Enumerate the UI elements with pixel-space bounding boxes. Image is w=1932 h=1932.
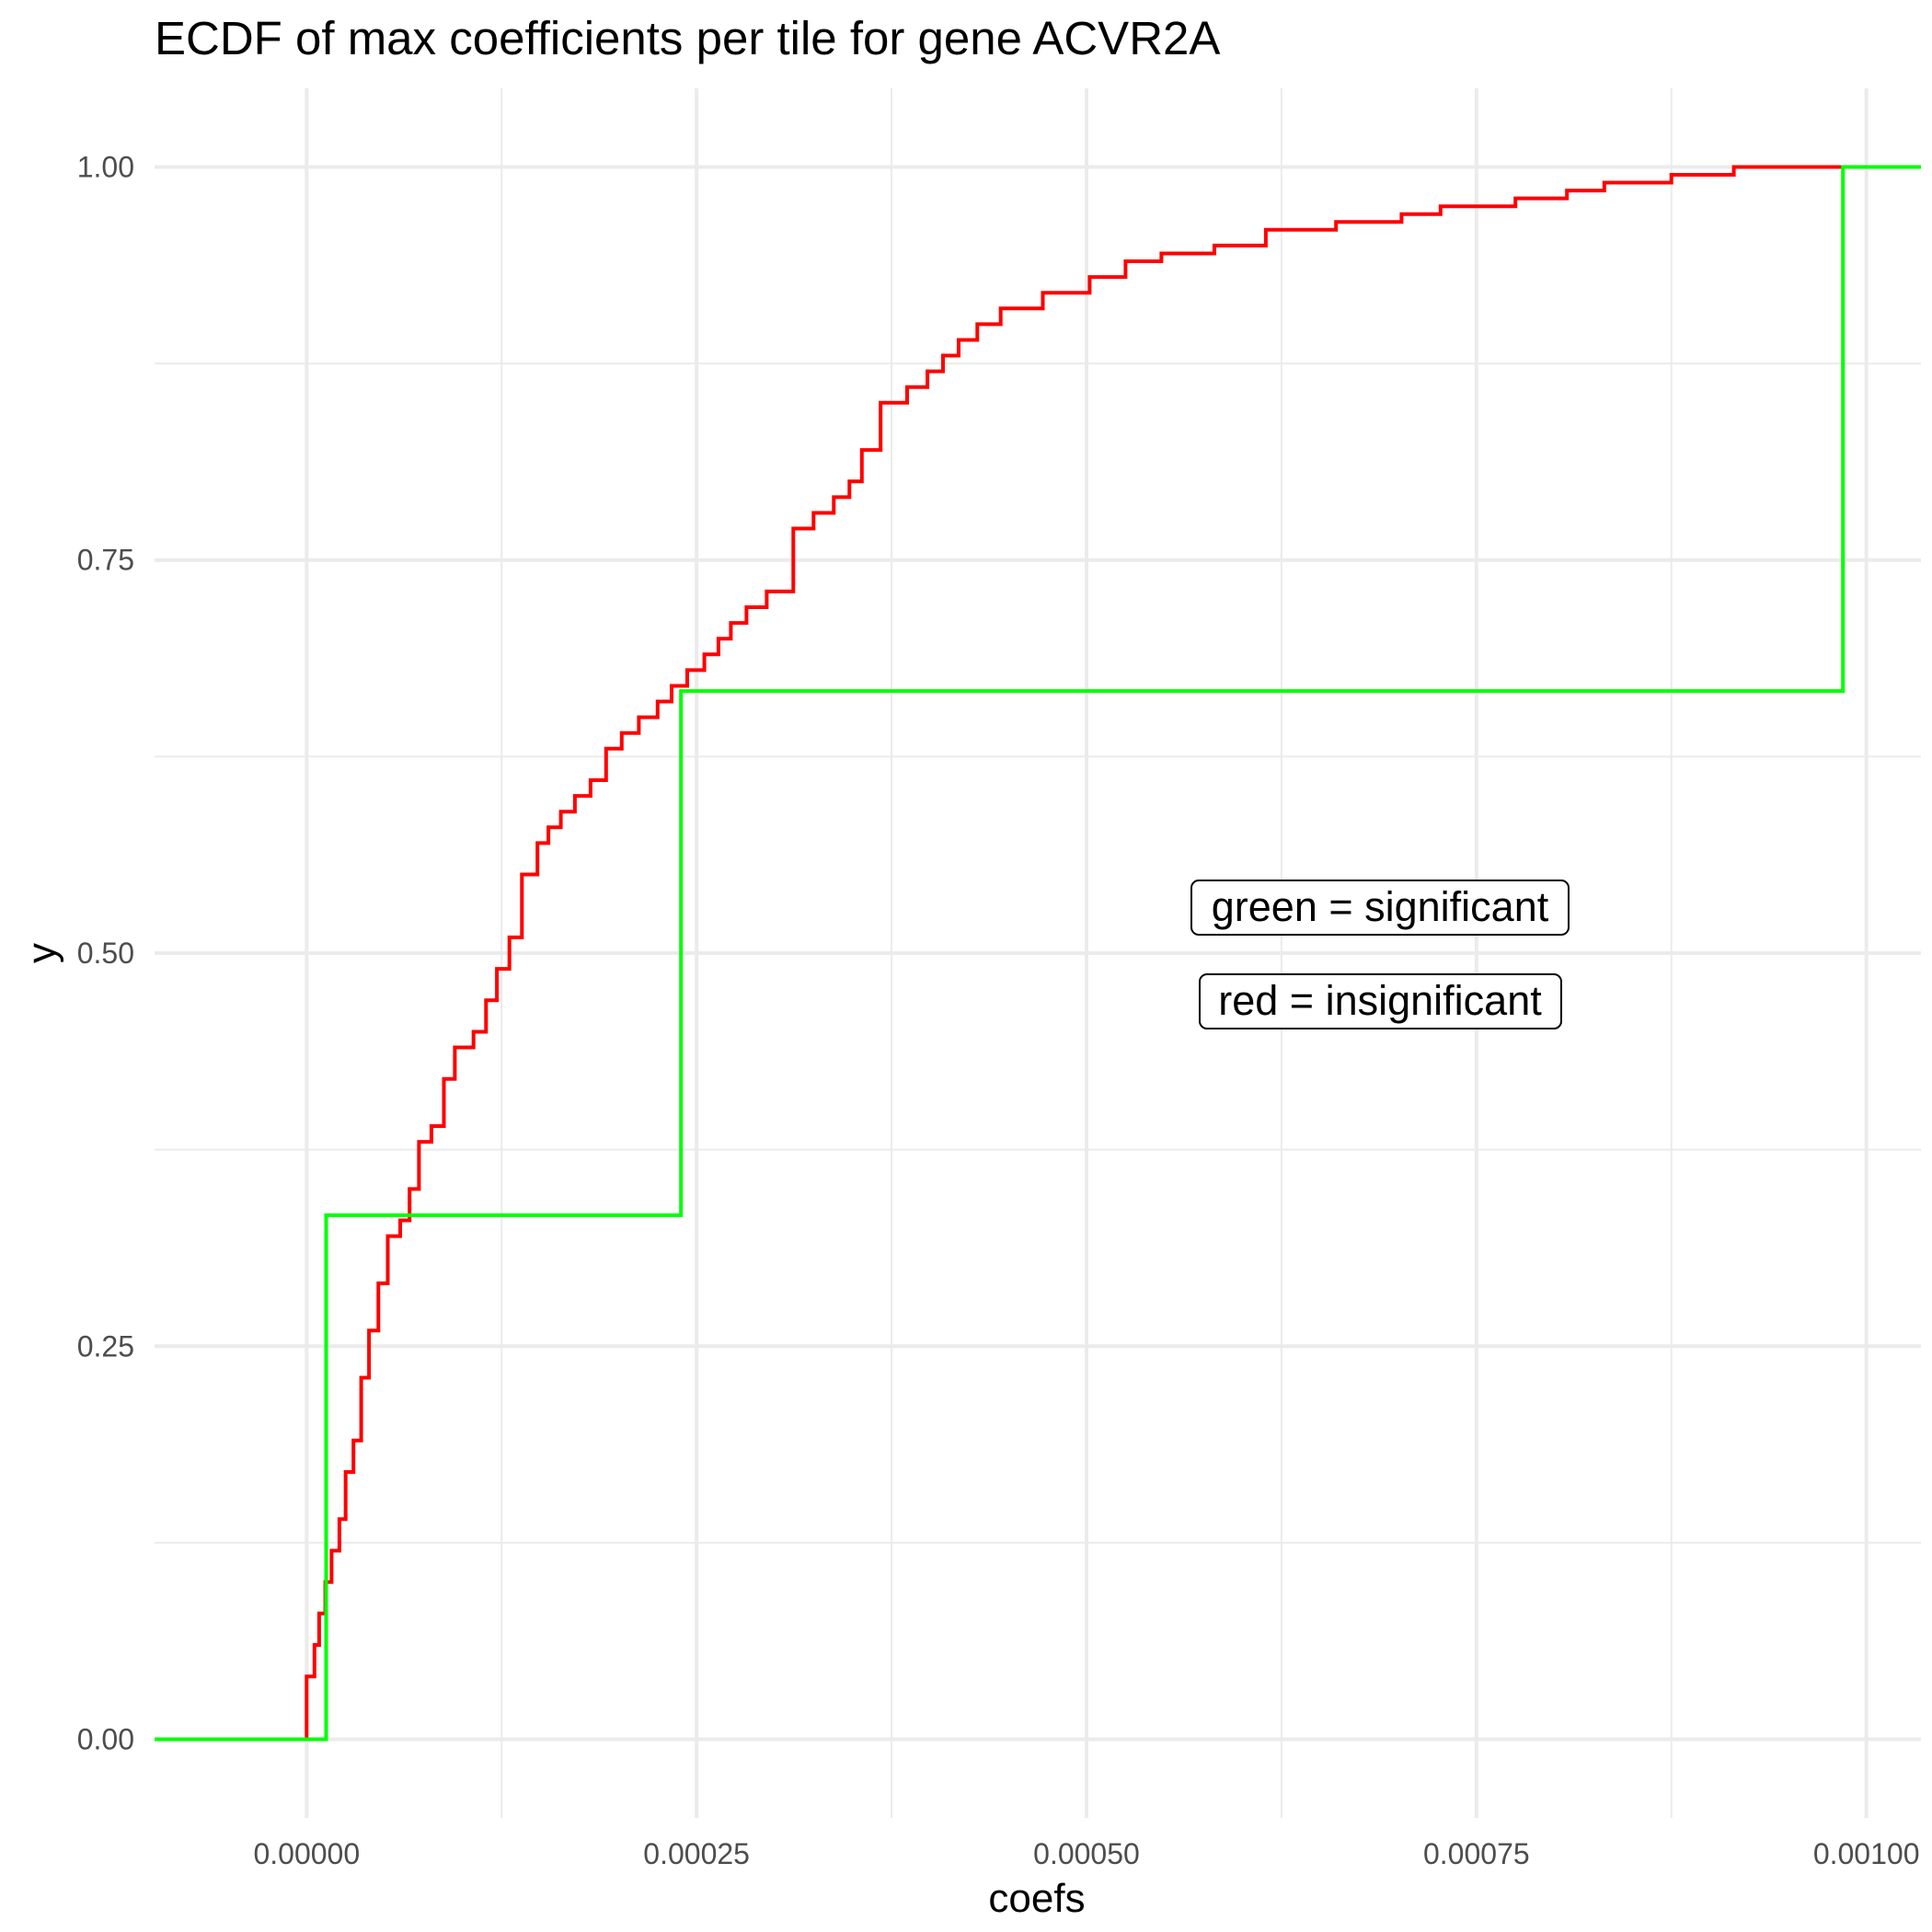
insignificant-ecdf-line (155, 165, 1921, 1742)
y-axis-ticks: 0.00 0.25 0.50 0.75 1.00 (77, 150, 134, 1755)
x-tick-label: 0.00075 (1423, 1837, 1530, 1870)
x-tick-label: 0.00050 (1033, 1837, 1140, 1870)
annotation-significant: green = significant (1190, 880, 1570, 936)
y-tick-label: 0.50 (77, 937, 134, 970)
x-tick-label: 0.00000 (253, 1837, 360, 1870)
y-tick-label: 0.25 (77, 1329, 134, 1363)
y-tick-label: 0.00 (77, 1723, 134, 1756)
y-axis-title: y (19, 943, 64, 963)
chart-title: ECDF of max coefficients per tile for ge… (155, 12, 1220, 64)
annotation-significant-label: green = significant (1212, 883, 1549, 930)
annotation-insignificant: red = insignificant (1199, 973, 1562, 1029)
x-axis-ticks: 0.00000 0.00025 0.00050 0.00075 0.00100 (253, 1837, 1919, 1870)
y-tick-label: 1.00 (77, 150, 134, 183)
grid (155, 88, 1921, 1818)
significant-ecdf-line (155, 165, 1921, 1742)
y-tick-label: 0.75 (77, 544, 134, 577)
x-axis-title: coefs (988, 1876, 1085, 1921)
x-tick-label: 0.00100 (1813, 1837, 1920, 1870)
series-layer (155, 165, 1921, 1742)
annotation-insignificant-label: red = insignificant (1218, 977, 1542, 1024)
x-tick-label: 0.00025 (643, 1837, 750, 1870)
